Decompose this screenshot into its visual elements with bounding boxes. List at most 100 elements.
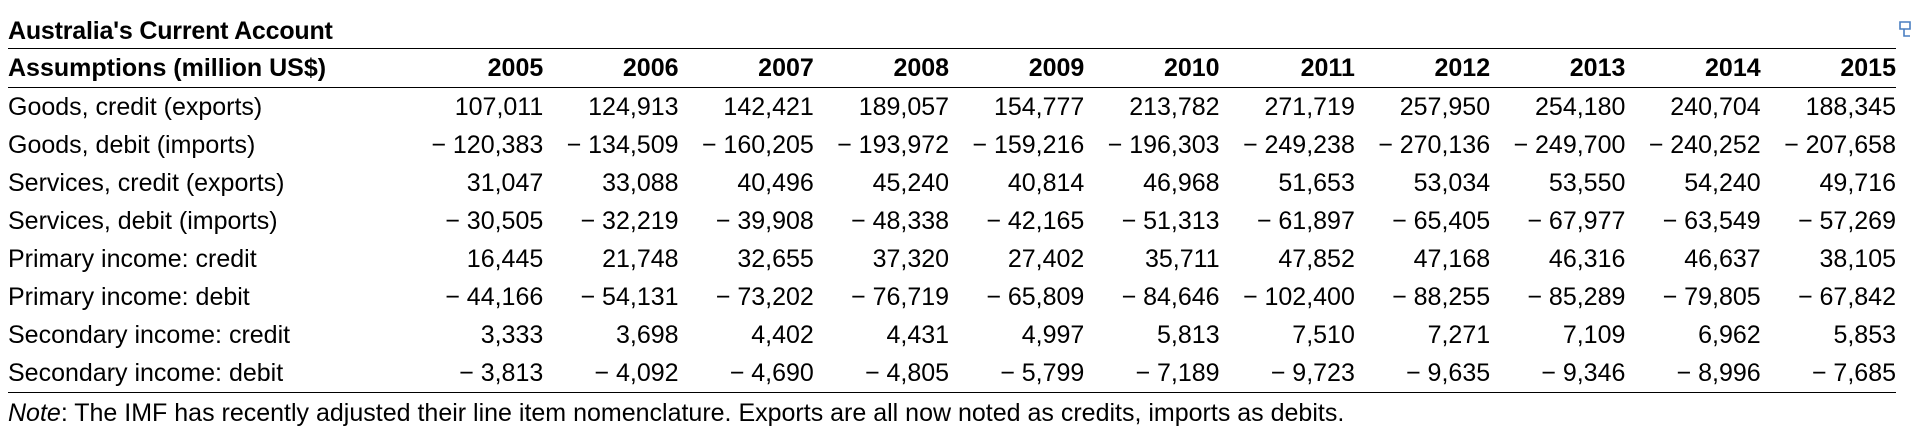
value-cell: 32,655	[737, 245, 814, 273]
value-cell: − 30,505	[445, 207, 544, 235]
value-cell: 53,034	[1413, 169, 1491, 197]
value-cell: 47,852	[1278, 245, 1355, 273]
value-cell: − 48,338	[851, 207, 950, 235]
value-cell: 40,814	[1007, 169, 1085, 197]
note-text: : The IMF has recently adjusted their li…	[60, 399, 1345, 427]
value-cell: 40,496	[737, 169, 814, 197]
value-cell: 27,402	[1007, 245, 1085, 273]
value-cell: 16,445	[466, 245, 544, 273]
value-cell: − 196,303	[1107, 131, 1220, 159]
value-cell: − 76,719	[851, 283, 950, 311]
table-note: Note: The IMF has recently adjusted thei…	[8, 393, 1896, 433]
value-cell: − 65,405	[1392, 207, 1491, 235]
table-body: Goods, credit (exports) 107,011 124,913 142…	[8, 88, 1896, 393]
value-cell: − 88,255	[1392, 283, 1491, 311]
edit-icon[interactable]	[1898, 20, 1912, 40]
value-cell: 45,240	[872, 169, 950, 197]
table-row: Services, credit (exports) 31,047 33,088 40…	[8, 164, 1896, 202]
table-row: Goods, debit (imports) − 120,383 − 134,509…	[8, 126, 1896, 164]
year-header: 2011	[1219, 48, 1355, 88]
value-cell: 7,271	[1427, 321, 1491, 349]
value-cell: − 57,269	[1797, 207, 1896, 235]
value-cell: 5,813	[1157, 321, 1220, 349]
value-cell: 53,550	[1548, 169, 1626, 197]
value-cell: − 9,346	[1490, 354, 1626, 393]
value-cell: 4,402	[751, 321, 814, 349]
year-header: 2008	[813, 48, 950, 88]
value-cell: − 8,996	[1625, 354, 1761, 393]
value-cell: 6,962	[1698, 321, 1761, 349]
table-row: Goods, credit (exports) 107,011 124,913 142…	[8, 88, 1896, 127]
row-label: Services, credit (exports)	[8, 169, 285, 197]
header-label: Assumptions (million US$)	[8, 48, 408, 88]
year-header: 2010	[1084, 48, 1220, 88]
value-cell: − 9,635	[1354, 354, 1491, 393]
value-cell: − 4,690	[678, 354, 814, 393]
value-cell: 54,240	[1684, 169, 1761, 197]
year-header: 2012	[1354, 48, 1491, 88]
value-cell: 7,109	[1562, 321, 1626, 349]
value-cell: − 120,383	[431, 131, 544, 159]
row-label: Primary income: debit	[8, 283, 250, 311]
table-row: Secondary income: credit 3,333 3,698 4,402 4…	[8, 316, 1896, 354]
value-cell: 46,968	[1143, 169, 1220, 197]
value-cell: 35,711	[1144, 245, 1220, 273]
value-cell: 49,716	[1819, 169, 1896, 197]
value-cell: 37,320	[872, 245, 950, 273]
value-cell: 254,180	[1535, 93, 1626, 121]
value-cell: − 44,166	[445, 283, 544, 311]
value-cell: − 79,805	[1662, 283, 1761, 311]
value-cell: 107,011	[454, 93, 544, 121]
current-account-table-container: Australia's Current Account Assumptions …	[8, 14, 1896, 433]
value-cell: 142,421	[723, 93, 814, 121]
table-title: Australia's Current Account	[8, 17, 333, 45]
value-cell: 47,168	[1413, 245, 1491, 273]
value-cell: 7,510	[1292, 321, 1355, 349]
value-cell: − 84,646	[1121, 283, 1220, 311]
value-cell: − 270,136	[1378, 131, 1491, 159]
year-header: 2005	[408, 48, 544, 88]
value-cell: 257,950	[1399, 93, 1491, 121]
value-cell: 51,653	[1278, 169, 1355, 197]
year-header: 2013	[1490, 48, 1626, 88]
year-header: 2014	[1625, 48, 1761, 88]
header-row: Assumptions (million US$) 2005 2006 2007…	[8, 48, 1896, 88]
value-cell: − 39,908	[715, 207, 814, 235]
year-header: 2009	[949, 48, 1085, 88]
value-cell: − 67,842	[1797, 283, 1896, 311]
value-cell: 4,997	[1021, 321, 1085, 349]
value-cell: − 102,400	[1242, 283, 1355, 311]
value-cell: − 240,252	[1648, 131, 1761, 159]
value-cell: − 160,205	[701, 131, 814, 159]
value-cell: 213,782	[1129, 93, 1220, 121]
table-row: Services, debit (imports) − 30,505 − 32,21…	[8, 202, 1896, 240]
value-cell: 21,748	[602, 245, 679, 273]
value-cell: 46,316	[1548, 245, 1626, 273]
value-cell: − 134,509	[566, 131, 679, 159]
note-prefix: Note	[8, 399, 61, 427]
value-cell: 124,913	[588, 93, 679, 121]
row-label: Goods, debit (imports)	[8, 131, 256, 159]
value-cell: − 7,685	[1760, 354, 1896, 393]
value-cell: − 32,219	[580, 207, 679, 235]
row-label: Primary income: credit	[8, 245, 257, 273]
value-cell: − 61,897	[1256, 207, 1355, 235]
value-cell: − 4,092	[543, 354, 679, 393]
value-cell: 3,698	[615, 321, 679, 349]
value-cell: − 73,202	[715, 283, 814, 311]
value-cell: − 5,799	[949, 354, 1085, 393]
value-cell: 5,853	[1833, 321, 1896, 349]
row-label: Secondary income: credit	[8, 321, 291, 349]
row-label: Goods, credit (exports)	[8, 93, 263, 121]
current-account-table: Assumptions (million US$) 2005 2006 2007…	[8, 48, 1896, 393]
value-cell: − 67,977	[1527, 207, 1626, 235]
value-cell: − 4,805	[813, 354, 950, 393]
value-cell: − 9,723	[1219, 354, 1355, 393]
value-cell: − 63,549	[1662, 207, 1761, 235]
table-row: Primary income: credit 16,445 21,748 32,655…	[8, 240, 1896, 278]
value-cell: − 54,131	[580, 283, 679, 311]
value-cell: 240,704	[1670, 93, 1761, 121]
row-label: Services, debit (imports)	[8, 207, 278, 235]
value-cell: 271,719	[1264, 93, 1355, 121]
